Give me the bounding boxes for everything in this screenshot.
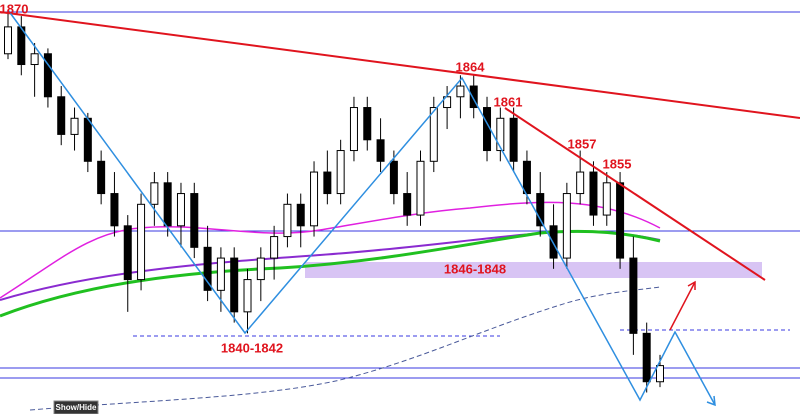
price-label: 1861 xyxy=(494,94,523,109)
candle-body xyxy=(230,257,239,313)
candle-body xyxy=(70,117,79,135)
candle-body xyxy=(589,171,598,216)
trend-line xyxy=(504,107,766,281)
candle-body xyxy=(349,107,358,152)
candle-body xyxy=(403,193,412,216)
candle-body xyxy=(536,193,545,227)
candle-body xyxy=(110,193,119,227)
horizontal-levels xyxy=(0,11,800,379)
candle-body xyxy=(389,160,398,195)
price-label: 1870 xyxy=(0,1,28,16)
candle-body xyxy=(190,193,199,248)
candle-body xyxy=(616,182,625,259)
candle-body xyxy=(336,150,345,195)
moving-average xyxy=(29,286,661,411)
candle-body xyxy=(376,139,385,162)
button-box[interactable] xyxy=(53,400,99,414)
candle-body xyxy=(642,332,651,383)
candle-body xyxy=(509,117,518,162)
price-label: 1846-1848 xyxy=(444,261,506,276)
candle-body xyxy=(137,203,146,281)
candle-body xyxy=(243,279,252,313)
candle-body xyxy=(83,117,92,162)
candle-body xyxy=(150,182,159,205)
candle-body xyxy=(256,257,265,281)
arrow-head xyxy=(687,280,696,290)
candle-body xyxy=(656,365,664,383)
candles xyxy=(4,10,664,393)
button-label[interactable]: Show/Hide xyxy=(56,403,97,412)
annotations: 1870 1864 1861 1857 1855 1846-1848 1840-1842 xyxy=(0,1,631,355)
candle-body xyxy=(456,85,465,98)
candle-body xyxy=(283,203,292,238)
trend-line xyxy=(0,11,800,119)
candle-body xyxy=(97,160,106,195)
moving-average xyxy=(0,229,661,318)
candle-body xyxy=(57,96,66,135)
candle-body xyxy=(469,85,478,109)
candle-body xyxy=(429,107,438,162)
candle-body xyxy=(629,257,638,334)
candle-body xyxy=(123,225,132,281)
candle-body xyxy=(496,117,505,152)
zigzag xyxy=(7,9,716,406)
candle-body xyxy=(4,26,12,55)
support-zone xyxy=(305,262,762,278)
candle-body xyxy=(363,107,372,141)
candle-body xyxy=(43,53,52,98)
candle-body xyxy=(163,182,172,227)
price-label: 1855 xyxy=(603,156,632,171)
projection-arrow xyxy=(669,281,696,331)
candle-body xyxy=(270,236,279,259)
candle-body xyxy=(416,160,425,216)
candle-body xyxy=(323,171,332,195)
arrow-head xyxy=(706,395,716,407)
candle-body xyxy=(602,182,611,216)
candle-body xyxy=(562,193,571,259)
price-label: 1840-1842 xyxy=(221,340,283,355)
candle-body xyxy=(176,193,185,227)
price-label: 1857 xyxy=(568,136,597,151)
price-label: 1864 xyxy=(456,59,486,74)
candle-body xyxy=(216,257,225,291)
candle-body xyxy=(522,160,531,195)
show-hide-button[interactable]: Show/Hide xyxy=(53,400,99,414)
candle-body xyxy=(443,96,452,109)
candle-body xyxy=(549,225,558,259)
candle-body xyxy=(310,171,319,227)
candle-body xyxy=(203,246,212,291)
candle-body xyxy=(296,203,305,227)
candle-body xyxy=(30,53,39,66)
candle-body xyxy=(576,171,585,195)
